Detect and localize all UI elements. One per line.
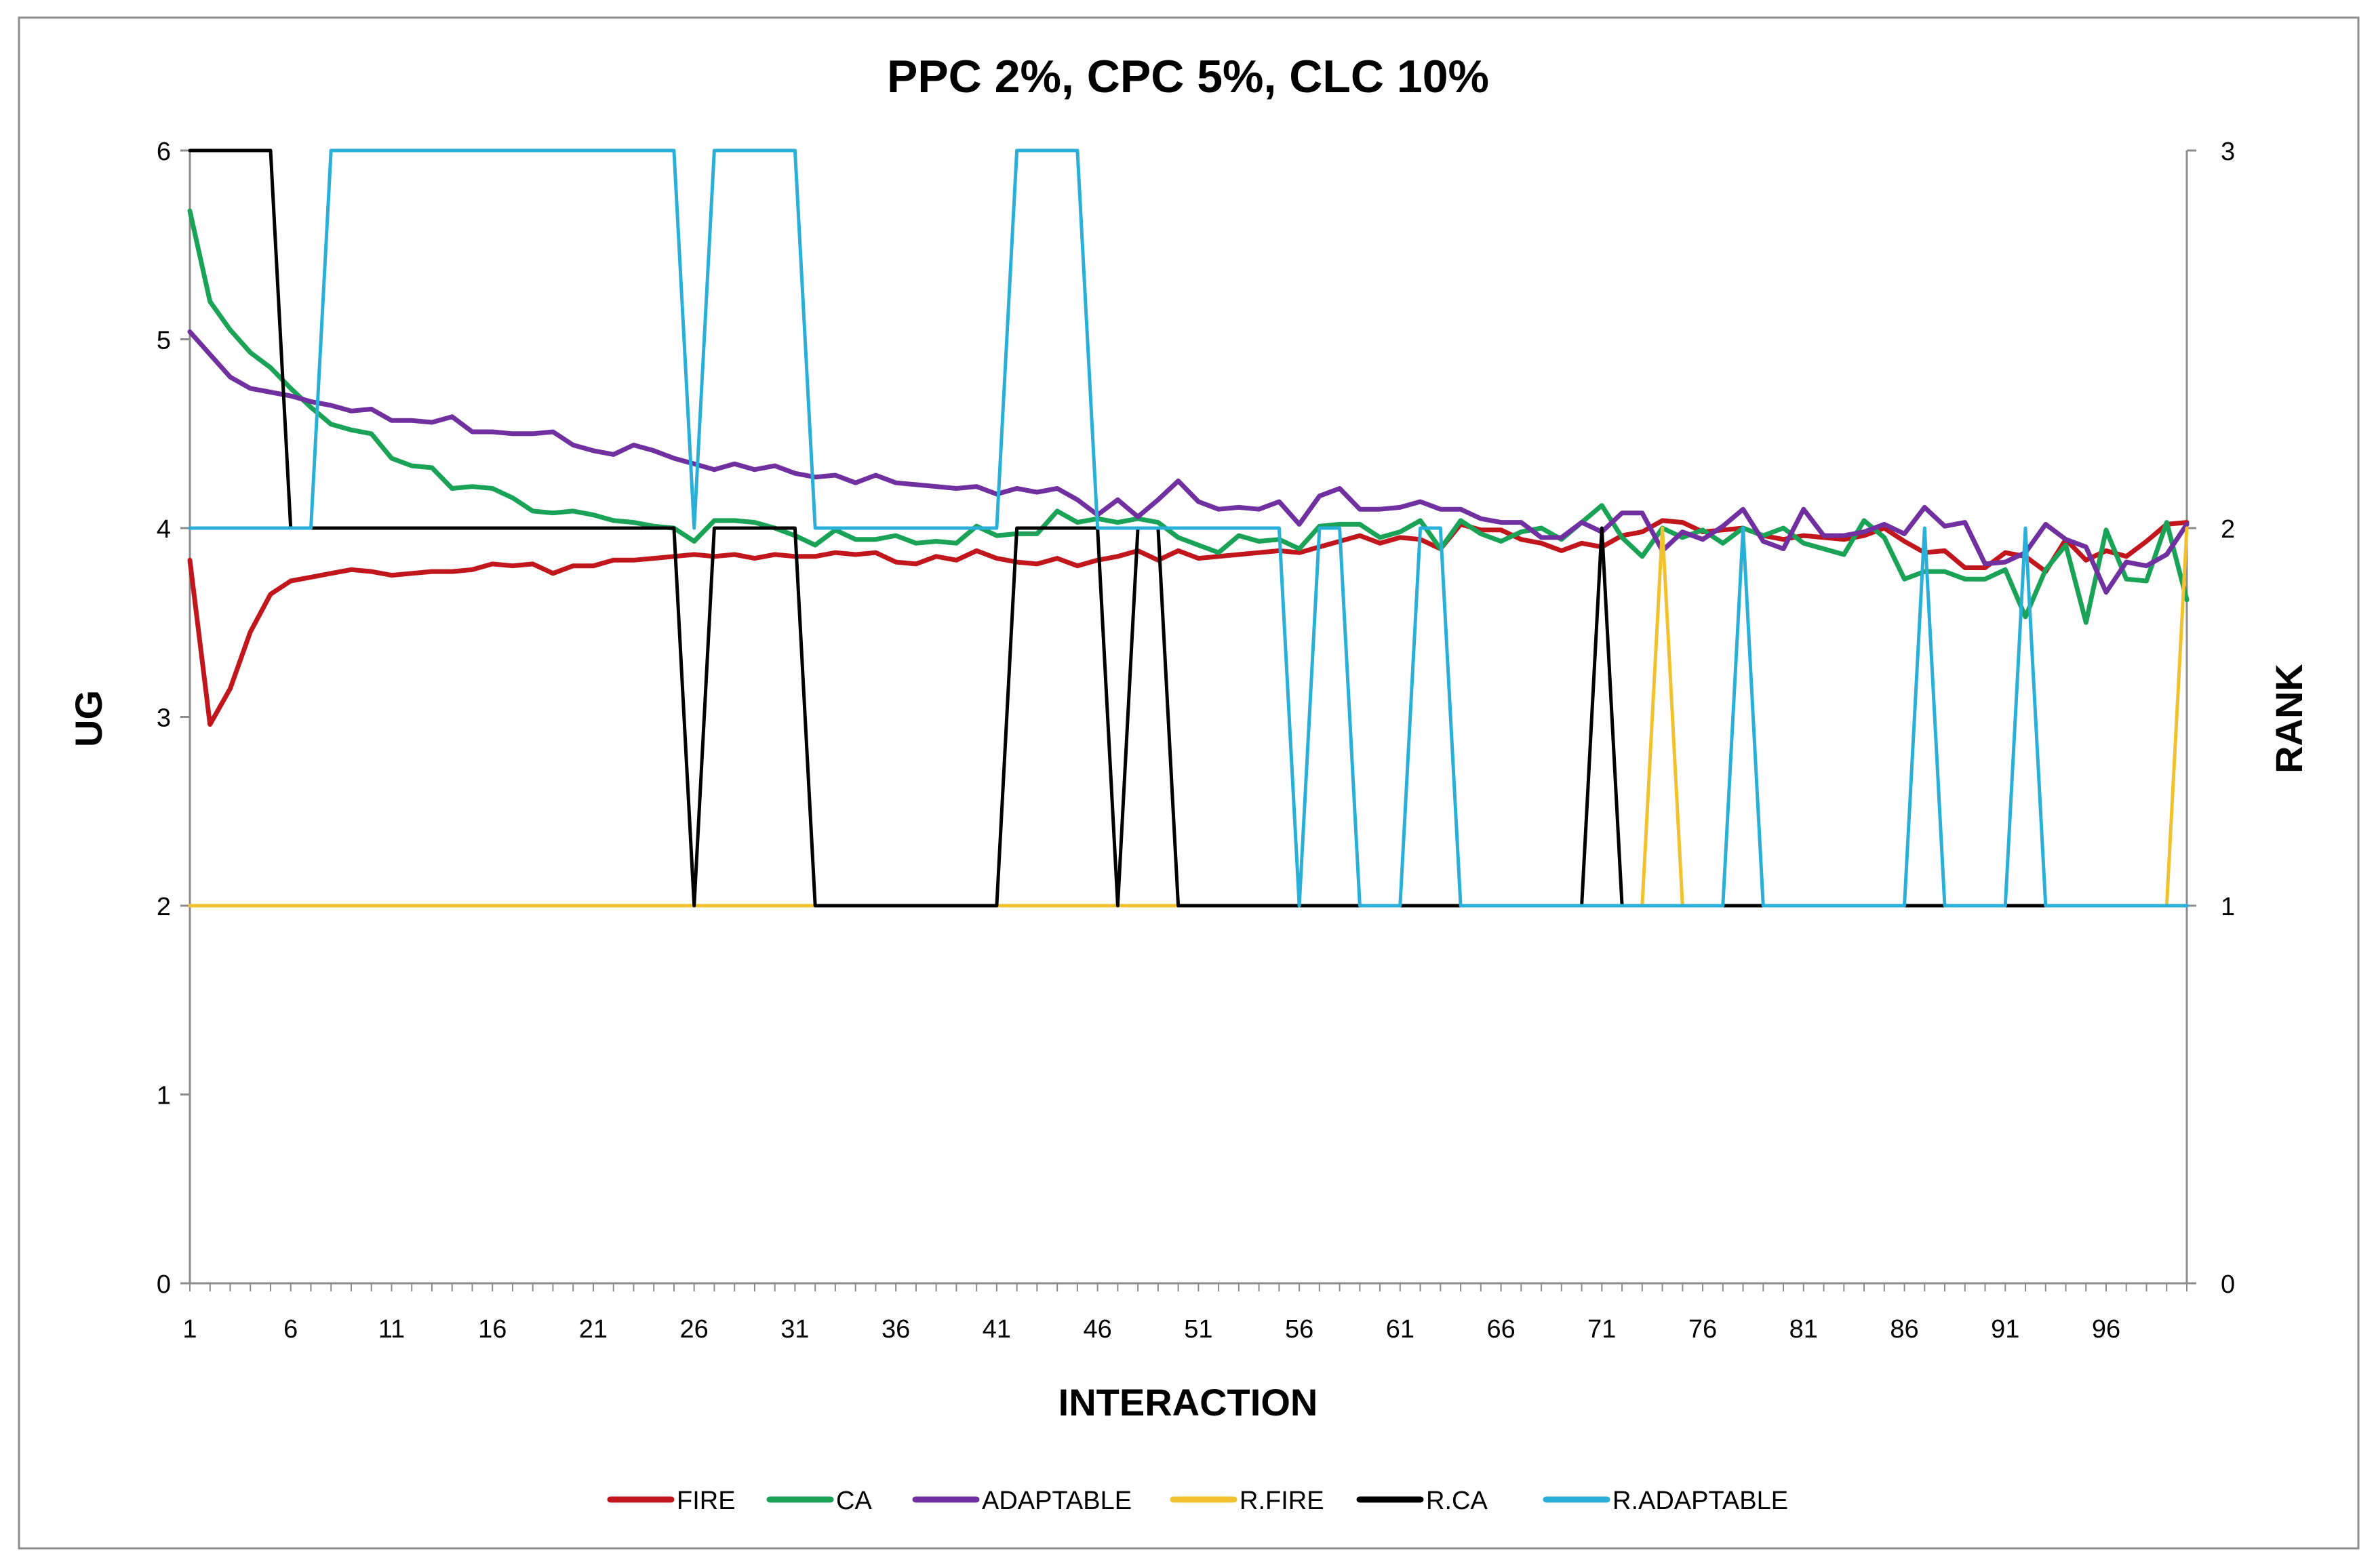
y-tick-label: 6 [157,138,171,166]
x-tick-label: 46 [1083,1315,1111,1344]
series-line-ca [187,208,2190,625]
legend-label-r-ca: R.CA [1426,1487,1488,1515]
y-axis-title: UG [67,690,110,747]
legend: FIRE CA ADAPTABLE R.FIRE R.CA R.ADAPTABLE [607,1487,1788,1515]
y2-tick-label: 3 [2221,138,2235,166]
x-axis-title: INTERACTION [1058,1381,1318,1424]
x-tick-label: 91 [1991,1315,2019,1344]
y-tick-label: 0 [157,1270,171,1299]
x-tick-label: 36 [882,1315,910,1344]
x-tick-label: 51 [1184,1315,1212,1344]
x-tick-label: 76 [1688,1315,1717,1344]
legend-label-adaptable: ADAPTABLE [982,1487,1132,1515]
y-tick-label: 2 [157,893,171,921]
y2-tick-label: 2 [2221,515,2235,544]
legend-label-ca: CA [836,1487,872,1515]
x-tick-label: 26 [680,1315,709,1344]
x-tick-label: 66 [1486,1315,1515,1344]
y2-axis-title: RANK [2268,664,2310,773]
y-tick-label: 4 [157,515,171,544]
y2-tick-label: 0 [2221,1270,2235,1299]
chart-border [18,16,2360,1550]
x-tick-label: 41 [983,1315,1011,1344]
x-tick-label: 16 [478,1315,507,1344]
x-tick-label: 6 [283,1315,298,1344]
x-tick-label: 31 [780,1315,809,1344]
x-tick-label: 86 [1890,1315,1918,1344]
series-line-adaptable [187,329,2190,595]
series-line-r-adaptable [188,148,2189,908]
chart-title: PPC 2%, CPC 5%, CLC 10% [887,51,1489,102]
x-tick-label: 96 [2092,1315,2120,1344]
legend-label-fire: FIRE [677,1487,736,1515]
legend-label-r-fire: R.FIRE [1240,1487,1324,1515]
y-tick-label: 3 [157,704,171,733]
y-tick-label: 1 [157,1082,171,1110]
x-tick-label: 61 [1386,1315,1414,1344]
x-tick-label: 56 [1285,1315,1313,1344]
x-tick-label: 1 [182,1315,197,1344]
x-tick-label: 81 [1789,1315,1818,1344]
x-tick-label: 21 [579,1315,608,1344]
y2-tick-label: 1 [2221,893,2235,921]
legend-label-r-adaptable: R.ADAPTABLE [1612,1487,1788,1515]
x-tick-label: 11 [378,1315,405,1344]
y-tick-label: 5 [157,327,171,355]
x-tick-label: 71 [1587,1315,1616,1344]
